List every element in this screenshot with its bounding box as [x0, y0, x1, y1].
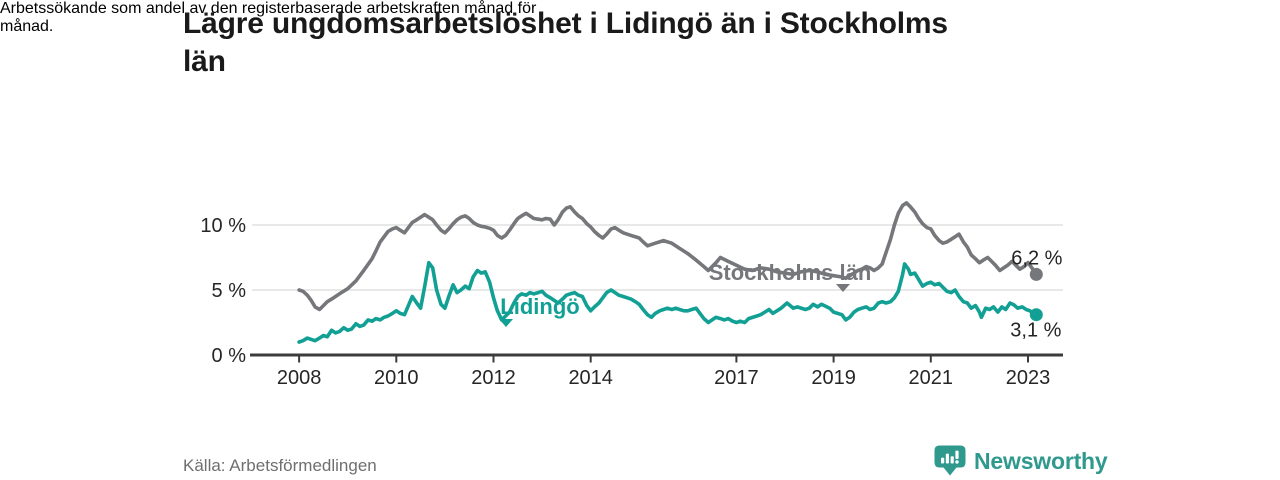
x-tick-label: 2014 [568, 367, 613, 389]
page-subtitle-line-1: Arbetssökande som andel av den registerb… [0, 0, 537, 17]
x-tick-label: 2010 [374, 367, 419, 389]
series-lidingo-label: Lidingö [500, 294, 579, 319]
y-tick-label: 0 % [212, 345, 247, 367]
x-tick-label: 2019 [811, 367, 856, 389]
x-axis-ticks [298, 355, 1029, 363]
y-tick-label: 10 % [200, 215, 246, 237]
series-stockholms-lan-end-value: 6,2 % [1011, 247, 1062, 269]
y-tick-label: 5 % [212, 280, 247, 302]
page-title-line-2: län [183, 45, 226, 78]
x-tick-label: 2023 [1006, 367, 1051, 389]
newsworthy-logo-icon [934, 445, 966, 476]
series-stockholms-lan-end-dot [1029, 267, 1043, 281]
series-lidingo-caret-icon [499, 319, 513, 327]
series-stockholms-lan-line [297, 201, 1039, 312]
logo-bubble-shape [934, 445, 966, 476]
page-subtitle-line-2: månad. [0, 18, 54, 35]
x-tick-label: 2008 [277, 367, 322, 389]
page-title-line-1: Lägre ungdomsarbetslöshet i Lidingö än i… [183, 7, 948, 40]
y-axis-labels: 0 % 5 % 10 % [200, 215, 246, 367]
page-title: Lägre ungdomsarbetslöshet i Lidingö än i… [183, 5, 1143, 81]
brand-logo: Newsworthy [934, 445, 1108, 477]
source-note: Källa: Arbetsförmedlingen [183, 456, 377, 475]
x-tick-label: 2012 [471, 367, 516, 389]
brand-name: Newsworthy [974, 447, 1108, 474]
series-lidingo-end-value: 3,1 % [1010, 320, 1061, 342]
x-axis-labels: 2008 2010 2012 2014 2017 2019 2021 2023 [277, 367, 1050, 389]
x-tick-label: 2017 [714, 367, 759, 389]
logo-bar-chart-glyph [941, 450, 959, 464]
chart-gridlines [252, 224, 1063, 291]
series-stockholms-lan-label: Stockholms län [709, 260, 872, 285]
series-lidingo-end-dot [1029, 308, 1043, 322]
x-tick-label: 2021 [909, 367, 954, 389]
series-stockholms-lan-caret-icon [836, 284, 850, 292]
series-lidingo-line [297, 260, 1039, 344]
